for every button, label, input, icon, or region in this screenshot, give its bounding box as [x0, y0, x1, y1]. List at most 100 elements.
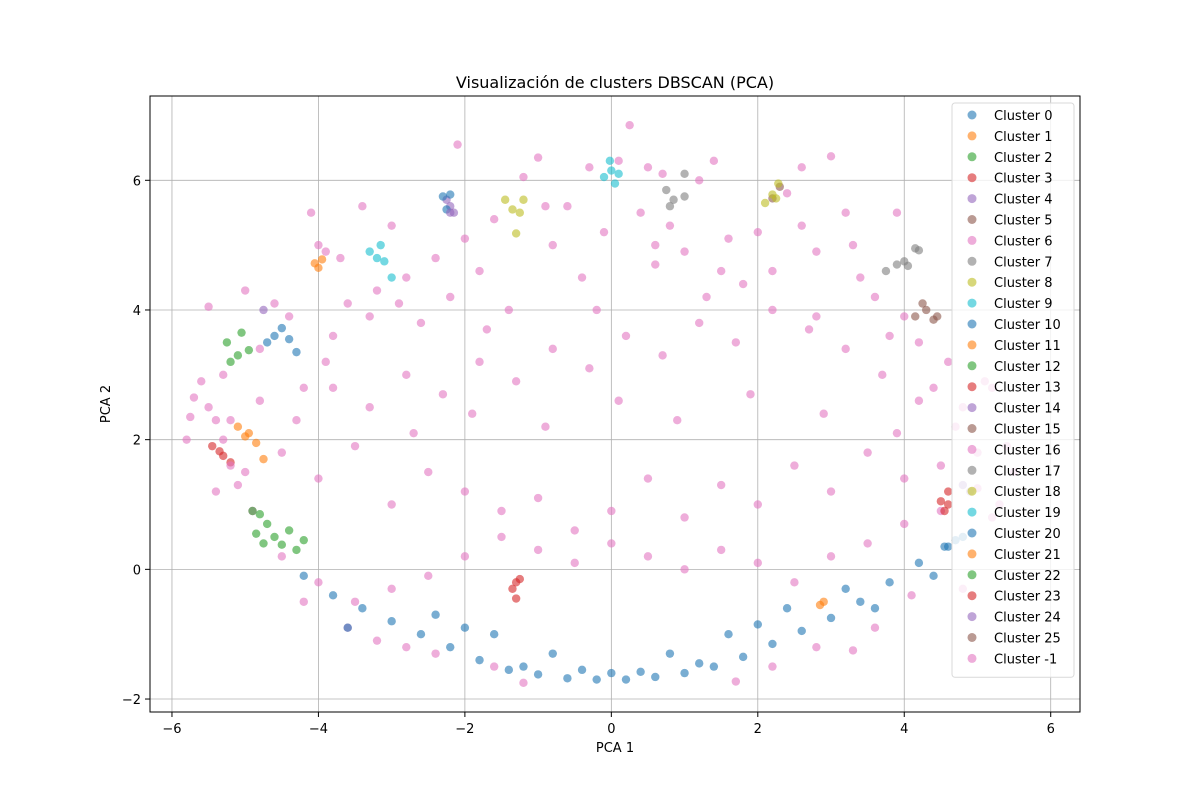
data-point	[651, 260, 660, 269]
data-point	[277, 323, 287, 333]
data-point	[929, 571, 938, 581]
legend-marker	[967, 361, 977, 371]
legend-marker	[967, 256, 977, 266]
data-point	[819, 409, 828, 418]
data-point	[738, 652, 748, 662]
legend-marker	[967, 382, 977, 392]
data-point	[380, 257, 389, 266]
data-point	[321, 247, 330, 256]
data-point	[716, 480, 726, 490]
data-point	[929, 315, 938, 324]
legend-marker	[967, 152, 977, 162]
data-point	[533, 670, 543, 679]
data-point	[607, 668, 616, 678]
data-point	[504, 665, 514, 675]
data-point	[563, 202, 572, 211]
data-point	[790, 461, 799, 470]
data-point	[826, 613, 836, 623]
data-point	[226, 416, 235, 425]
data-point	[665, 202, 675, 211]
data-point	[929, 383, 938, 392]
legend-marker	[967, 173, 977, 183]
data-point	[900, 519, 909, 529]
data-point	[614, 396, 623, 405]
data-point	[197, 377, 206, 386]
legend-label: Cluster 9	[994, 297, 1053, 312]
y-tick-label: 2	[133, 434, 141, 449]
data-point	[680, 668, 689, 678]
data-point	[724, 234, 733, 243]
data-point	[695, 318, 704, 328]
data-point	[446, 190, 455, 199]
data-point	[314, 263, 323, 273]
data-point	[453, 140, 462, 149]
legend-label: Cluster 25	[994, 632, 1061, 647]
data-point	[358, 604, 367, 613]
data-point	[233, 422, 243, 431]
data-point	[922, 305, 931, 315]
data-point	[577, 665, 587, 675]
data-point	[515, 208, 525, 217]
data-point	[321, 357, 330, 367]
data-point	[936, 497, 946, 506]
data-point	[841, 584, 850, 593]
data-point	[658, 169, 667, 179]
data-point	[943, 487, 953, 496]
data-point	[259, 539, 268, 548]
data-point	[651, 240, 660, 250]
data-point	[365, 312, 374, 321]
data-point	[643, 474, 653, 483]
data-point	[497, 532, 506, 542]
data-point	[251, 529, 261, 538]
data-point	[607, 539, 616, 548]
legend-label: Cluster 18	[994, 485, 1061, 500]
data-point	[819, 597, 828, 606]
data-point	[270, 331, 279, 341]
data-point	[233, 351, 243, 360]
data-point	[943, 357, 953, 367]
data-point	[760, 198, 770, 208]
data-point	[914, 558, 924, 568]
data-point	[885, 578, 894, 587]
data-point	[402, 642, 411, 652]
data-point	[680, 565, 689, 574]
data-point	[774, 179, 783, 188]
legend-label: Cluster -1	[994, 652, 1057, 667]
data-point	[284, 312, 294, 321]
data-point	[446, 642, 455, 652]
data-point	[636, 208, 645, 217]
data-point	[592, 305, 601, 315]
data-point	[240, 286, 250, 295]
data-point	[244, 345, 254, 355]
data-point	[460, 487, 470, 496]
x-tick-label: −4	[309, 722, 328, 737]
legend-label: Cluster 4	[994, 193, 1053, 208]
data-point	[259, 305, 268, 315]
data-point	[669, 195, 678, 204]
data-point	[292, 416, 301, 425]
data-point	[621, 675, 631, 684]
data-point	[314, 474, 323, 483]
data-point	[892, 428, 902, 438]
data-point	[277, 540, 287, 549]
data-point	[482, 325, 492, 334]
data-point	[248, 506, 257, 516]
data-point	[900, 474, 909, 483]
data-point	[211, 416, 221, 425]
legend-label: Cluster 10	[994, 318, 1061, 333]
x-tick-label: −6	[162, 722, 181, 737]
data-point	[863, 448, 872, 457]
data-point	[519, 662, 528, 671]
legend-label: Cluster 0	[994, 109, 1053, 124]
data-point	[812, 312, 821, 321]
data-point	[255, 344, 265, 354]
legend-marker	[967, 528, 977, 538]
data-point	[511, 578, 521, 587]
legend-label: Cluster 2	[994, 151, 1053, 166]
data-point	[709, 662, 719, 671]
x-tick-label: −2	[455, 722, 474, 737]
data-point	[219, 370, 228, 380]
data-point	[753, 558, 762, 568]
data-point	[658, 351, 667, 360]
x-axis-label: PCA 1	[596, 741, 634, 756]
